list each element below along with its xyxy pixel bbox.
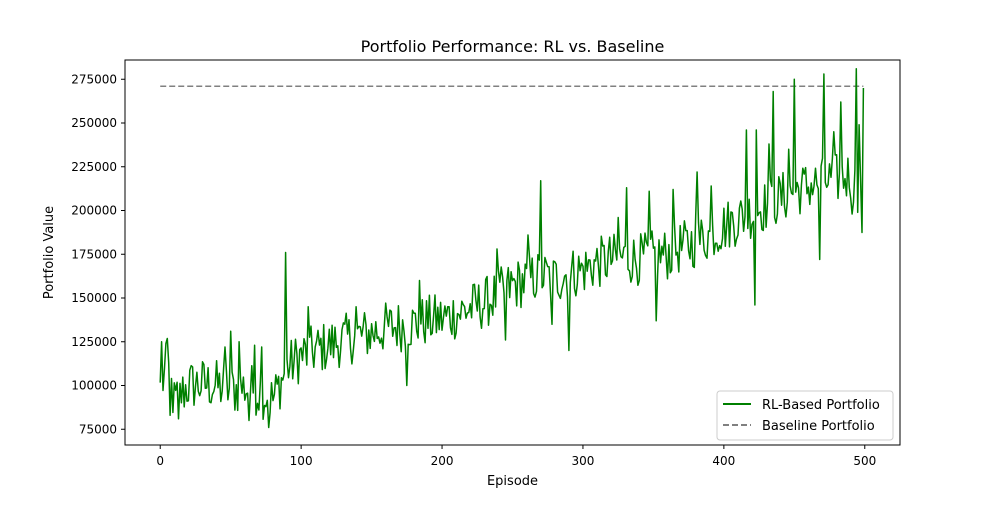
axes-frame (124, 59, 901, 446)
x-tick-label: 400 (712, 454, 735, 468)
legend: RL-Based Portfolio Baseline Portfolio (716, 390, 894, 441)
legend-label-rl-based: RL-Based Portfolio (762, 398, 880, 413)
x-tick-label: 500 (853, 454, 876, 468)
x-tick-label: 0 (156, 454, 164, 468)
y-tick-label: 200000 (71, 204, 117, 218)
chart-title: Portfolio Performance: RL vs. Baseline (361, 37, 665, 56)
y-tick-label: 175000 (71, 247, 117, 261)
x-tick-label: 100 (290, 454, 313, 468)
legend-label-baseline: Baseline Portfolio (762, 419, 875, 434)
y-tick-label: 150000 (71, 291, 117, 305)
x-axis-label: Episode (487, 474, 538, 489)
series-rl-based-portfolio (159, 68, 865, 429)
y-axis-ticks: 75000 100000 125000 150000 175000 200000 22500… (71, 72, 125, 436)
y-axis-label: Portfolio Value (42, 206, 57, 299)
y-tick-label: 275000 (71, 72, 117, 86)
x-tick-label: 200 (431, 454, 454, 468)
y-tick-label: 225000 (71, 160, 117, 174)
y-tick-label: 75000 (79, 422, 117, 436)
x-tick-label: 300 (572, 454, 595, 468)
legend-box (716, 390, 894, 441)
plot-area (159, 68, 865, 429)
y-tick-label: 100000 (71, 379, 117, 393)
y-tick-label: 125000 (71, 335, 117, 349)
x-axis-ticks: 0 100 200 300 400 500 (156, 445, 876, 468)
y-tick-label: 250000 (71, 116, 117, 130)
